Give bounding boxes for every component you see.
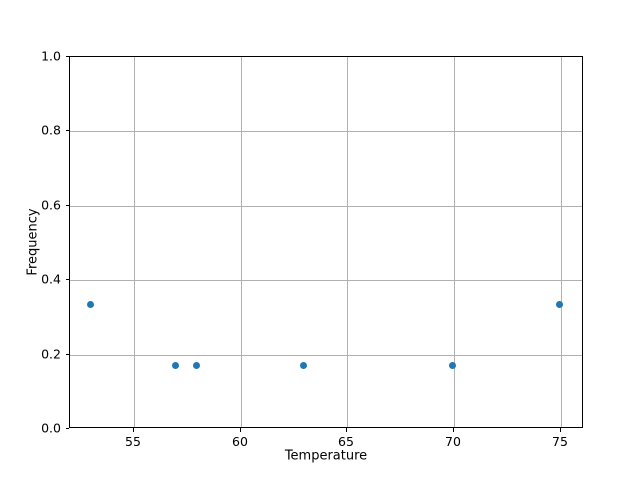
gridline-horizontal xyxy=(70,355,582,356)
gridline-vertical xyxy=(241,57,242,427)
x-axis-tick xyxy=(346,428,347,432)
x-axis-tick-label: 65 xyxy=(338,434,354,449)
scatter-point xyxy=(172,362,180,370)
gridline-vertical xyxy=(347,57,348,427)
gridline-vertical xyxy=(134,57,135,427)
gridline-horizontal xyxy=(70,280,582,281)
y-axis-tick xyxy=(65,205,69,206)
x-axis-tick-label: 60 xyxy=(232,434,248,449)
scatter-point xyxy=(193,362,201,370)
gridline-vertical xyxy=(561,57,562,427)
y-axis-tick-label: 1.0 xyxy=(41,48,61,64)
scatter-point xyxy=(300,362,308,370)
y-axis-tick-label: 0.2 xyxy=(41,346,61,362)
y-axis-label: Frequency xyxy=(25,208,41,276)
y-axis-tick-label: 0.0 xyxy=(41,420,61,436)
y-axis-tick-label: 0.8 xyxy=(41,122,61,138)
x-axis-tick xyxy=(453,428,454,432)
y-axis-tick-label: 0.6 xyxy=(41,197,61,213)
scatter-point xyxy=(556,300,564,308)
x-axis-label: Temperature xyxy=(284,448,368,464)
scatter-point xyxy=(86,300,94,308)
y-axis-tick xyxy=(65,279,69,280)
y-axis-tick xyxy=(65,130,69,131)
plot-axes-area xyxy=(69,56,583,428)
x-axis-tick xyxy=(133,428,134,432)
y-axis-tick-label: 0.4 xyxy=(41,271,61,287)
scatter-point xyxy=(449,362,457,370)
y-axis-tick xyxy=(65,56,69,57)
gridline-horizontal xyxy=(70,206,582,207)
x-axis-tick-label: 70 xyxy=(445,434,461,449)
x-axis-tick xyxy=(240,428,241,432)
y-axis-tick xyxy=(65,354,69,355)
x-axis-tick xyxy=(560,428,561,432)
x-axis-tick-label: 55 xyxy=(125,434,141,449)
x-axis-tick-label: 75 xyxy=(552,434,568,449)
y-axis-tick xyxy=(65,428,69,429)
gridline-vertical xyxy=(454,57,455,427)
gridline-horizontal xyxy=(70,131,582,132)
